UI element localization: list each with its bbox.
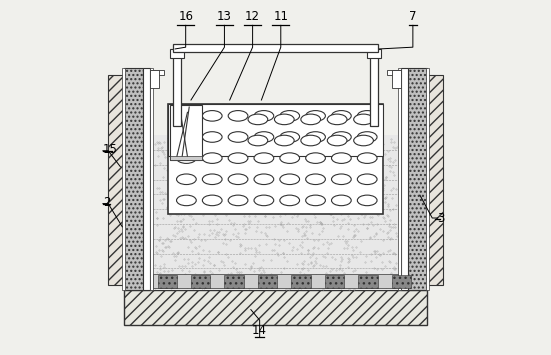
Text: 13: 13 xyxy=(217,10,232,22)
Ellipse shape xyxy=(306,174,326,185)
Text: 16: 16 xyxy=(178,10,193,22)
Text: 15: 15 xyxy=(103,143,118,156)
Ellipse shape xyxy=(301,114,321,125)
Bar xyxy=(168,104,383,214)
Bar xyxy=(401,68,408,290)
Bar xyxy=(124,68,143,290)
Ellipse shape xyxy=(274,135,294,146)
Ellipse shape xyxy=(327,114,347,125)
Ellipse shape xyxy=(354,114,374,125)
Ellipse shape xyxy=(280,174,300,185)
Ellipse shape xyxy=(280,153,300,163)
Ellipse shape xyxy=(228,174,248,185)
Text: 2: 2 xyxy=(103,196,110,209)
Ellipse shape xyxy=(176,153,196,163)
Ellipse shape xyxy=(358,153,377,163)
Text: 7: 7 xyxy=(409,10,417,22)
Ellipse shape xyxy=(306,195,326,206)
Ellipse shape xyxy=(332,110,351,121)
Ellipse shape xyxy=(202,174,222,185)
Text: 12: 12 xyxy=(245,10,260,22)
Ellipse shape xyxy=(202,195,222,206)
Bar xyxy=(408,68,427,290)
Text: 14: 14 xyxy=(252,324,267,337)
Bar xyxy=(370,51,379,126)
Bar xyxy=(398,68,401,290)
Ellipse shape xyxy=(358,132,377,142)
Bar xyxy=(172,51,181,126)
Ellipse shape xyxy=(254,195,274,206)
Ellipse shape xyxy=(332,195,351,206)
Text: 3: 3 xyxy=(437,212,445,224)
Ellipse shape xyxy=(274,114,294,125)
Ellipse shape xyxy=(280,132,300,142)
Ellipse shape xyxy=(332,153,351,163)
Ellipse shape xyxy=(176,195,196,206)
Ellipse shape xyxy=(202,132,222,142)
Bar xyxy=(108,75,123,285)
Ellipse shape xyxy=(228,132,248,142)
Bar xyxy=(153,274,398,289)
Bar xyxy=(224,275,244,288)
Bar xyxy=(143,68,150,290)
Ellipse shape xyxy=(202,153,222,163)
Bar xyxy=(392,275,411,288)
Bar xyxy=(392,70,401,88)
Bar xyxy=(150,70,164,75)
Bar xyxy=(428,75,443,285)
Bar xyxy=(124,290,427,326)
Ellipse shape xyxy=(358,110,377,121)
Bar xyxy=(150,70,159,88)
Ellipse shape xyxy=(254,174,274,185)
Ellipse shape xyxy=(176,174,196,185)
Bar xyxy=(258,275,277,288)
Bar xyxy=(191,275,210,288)
Bar xyxy=(170,105,202,160)
Bar xyxy=(367,49,381,58)
Bar xyxy=(168,104,383,156)
Bar xyxy=(153,135,398,290)
Bar xyxy=(158,275,177,288)
Text: 11: 11 xyxy=(273,10,288,22)
Ellipse shape xyxy=(332,132,351,142)
Ellipse shape xyxy=(228,110,248,121)
Ellipse shape xyxy=(280,110,300,121)
Bar xyxy=(325,275,344,288)
Bar xyxy=(358,275,377,288)
Bar xyxy=(291,275,311,288)
Bar xyxy=(426,68,429,290)
Bar xyxy=(172,44,379,53)
Bar xyxy=(150,68,153,290)
Ellipse shape xyxy=(254,153,274,163)
Ellipse shape xyxy=(228,195,248,206)
Ellipse shape xyxy=(248,114,268,125)
Ellipse shape xyxy=(332,174,351,185)
Bar xyxy=(170,156,202,160)
Ellipse shape xyxy=(354,135,374,146)
Ellipse shape xyxy=(301,135,321,146)
Ellipse shape xyxy=(176,132,196,142)
Ellipse shape xyxy=(248,135,268,146)
Bar xyxy=(122,68,125,290)
Bar xyxy=(170,49,184,58)
Ellipse shape xyxy=(358,174,377,185)
Ellipse shape xyxy=(358,195,377,206)
Ellipse shape xyxy=(228,153,248,163)
Ellipse shape xyxy=(306,110,326,121)
Ellipse shape xyxy=(306,153,326,163)
Ellipse shape xyxy=(327,135,347,146)
Ellipse shape xyxy=(254,132,274,142)
Ellipse shape xyxy=(176,110,196,121)
Bar xyxy=(387,70,401,75)
Ellipse shape xyxy=(306,132,326,142)
Ellipse shape xyxy=(202,110,222,121)
Ellipse shape xyxy=(254,110,274,121)
Ellipse shape xyxy=(280,195,300,206)
